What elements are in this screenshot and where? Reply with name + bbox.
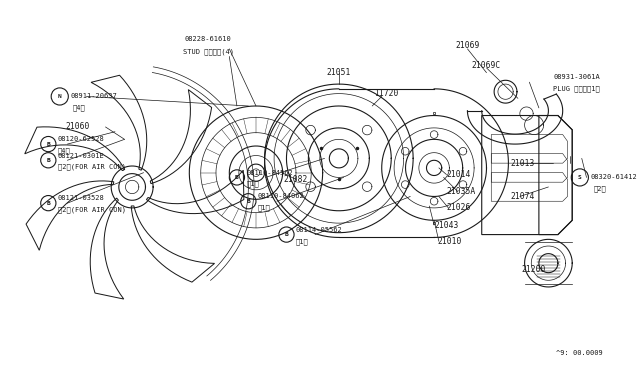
Text: PLUG プラグ（1）: PLUG プラグ（1） <box>553 86 600 92</box>
Text: B: B <box>47 158 50 163</box>
Text: 21035A: 21035A <box>447 187 476 196</box>
Text: ^9: 00.0009: ^9: 00.0009 <box>556 350 603 356</box>
Text: B: B <box>47 142 50 147</box>
Text: B: B <box>235 175 239 180</box>
Text: 08110-84562: 08110-84562 <box>246 170 293 176</box>
Text: 08121-03528: 08121-03528 <box>58 195 104 201</box>
Text: （2）(FOR AIR CON): （2）(FOR AIR CON) <box>58 206 126 213</box>
Text: 21200: 21200 <box>522 265 547 274</box>
Text: 08114-05562: 08114-05562 <box>296 227 343 233</box>
Text: 21010: 21010 <box>437 237 461 246</box>
Text: 21060: 21060 <box>65 122 90 131</box>
Text: （2）(FOR AIR CON): （2）(FOR AIR CON) <box>58 164 126 170</box>
Text: 08120-62528: 08120-62528 <box>58 136 104 142</box>
Text: 21074: 21074 <box>511 192 535 201</box>
Text: 21043: 21043 <box>434 221 458 230</box>
Text: 08931-3061A: 08931-3061A <box>553 74 600 80</box>
Text: B: B <box>47 201 50 206</box>
Text: 08320-61412: 08320-61412 <box>590 174 637 180</box>
Text: （4）: （4） <box>73 105 86 111</box>
Text: （2）: （2） <box>593 186 606 192</box>
Text: B: B <box>246 199 250 204</box>
Text: N: N <box>58 94 61 99</box>
Text: 08110-84062: 08110-84062 <box>258 193 305 199</box>
Text: （1）: （1） <box>296 238 308 244</box>
Text: 21069: 21069 <box>455 41 479 51</box>
Text: （1）: （1） <box>246 181 259 187</box>
Text: 08228-61610: 08228-61610 <box>185 36 232 42</box>
Text: 11720: 11720 <box>374 89 399 98</box>
Text: 21013: 21013 <box>511 158 535 168</box>
Text: 21026: 21026 <box>447 203 471 212</box>
Text: （1）: （1） <box>258 205 271 211</box>
Text: B: B <box>285 232 289 237</box>
Text: 08911-20637: 08911-20637 <box>70 93 117 99</box>
Text: STUD スタッド(4): STUD スタッド(4) <box>183 49 234 55</box>
Text: 08121-0301E: 08121-0301E <box>58 153 104 158</box>
Text: 21014: 21014 <box>447 170 471 179</box>
Text: 21082: 21082 <box>284 175 308 184</box>
Text: 21069C: 21069C <box>472 61 501 70</box>
Text: S: S <box>578 175 582 180</box>
Text: （4）: （4） <box>58 147 70 154</box>
Text: 21051: 21051 <box>326 68 351 77</box>
